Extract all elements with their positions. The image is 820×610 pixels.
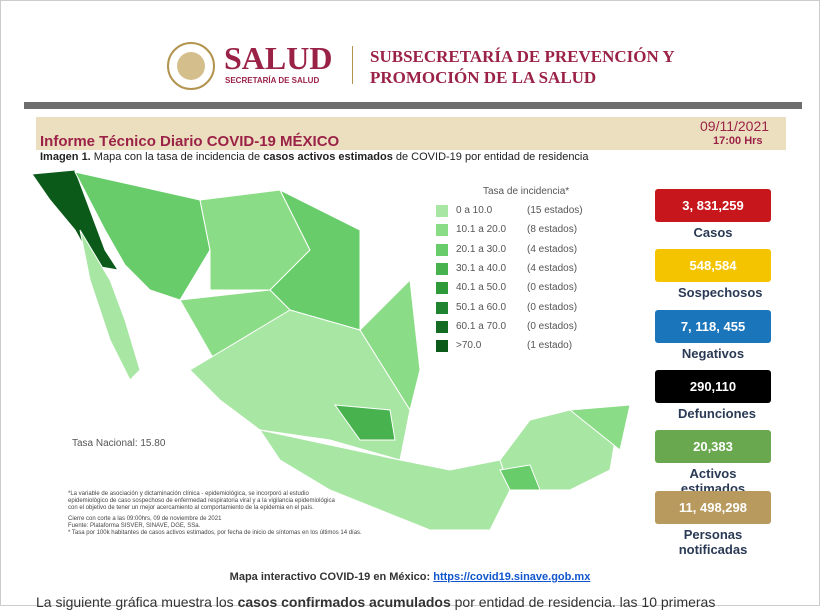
legend-range: 0 a 10.0 — [456, 205, 493, 216]
body-text-part: por entidad de residencia. las 10 primer… — [450, 594, 716, 610]
subsecretaria-line: SUBSECRETARÍA DE PREVENCIÓN Y — [370, 47, 675, 66]
subsecretaria-line: PROMOCIÓN DE LA SALUD — [370, 68, 597, 87]
divider — [352, 46, 353, 84]
legend-swatch — [436, 243, 448, 256]
legend-count: (4 estados) — [527, 262, 578, 274]
title-band — [36, 117, 786, 150]
subsecretaria: SUBSECRETARÍA DE PREVENCIÓN Y PROMOCIÓN D… — [370, 46, 675, 88]
note-line: Cierre con corte a las 09:00hrs, 09 de n… — [68, 516, 222, 522]
link-url[interactable]: https://covid19.sinave.gob.mx — [433, 571, 591, 583]
legend-swatch — [436, 282, 448, 295]
legend-range: >70.0 — [456, 340, 482, 352]
rule — [24, 102, 802, 109]
legend-range: 60.1 a 70.0 — [456, 320, 507, 332]
legend-swatch — [436, 301, 448, 314]
legend-range: 40.1 a 50.0 — [456, 282, 507, 294]
notes: *La variable de asociación y dictaminaci… — [68, 491, 362, 537]
stat-label: Negativos — [681, 345, 745, 361]
body-text-emphasis: casos confirmados acumulados — [237, 594, 451, 610]
note-line: Fuente: Plataforma SISVER, SINAVE, DGE, … — [68, 523, 201, 529]
legend-range: 50.1 a 60.0 — [456, 301, 507, 313]
caption-text: de COVID-19 por entidad de residencia — [392, 151, 589, 163]
note-line: * Tasa por 100k habitantes de casos acti… — [68, 530, 362, 536]
legend-range: 20.1 a 30.0 — [456, 243, 507, 255]
legend-title: Tasa de incidencia* — [483, 186, 570, 197]
stat-value: 3, 831,259 — [655, 189, 771, 222]
body-text: La siguiente gráfica muestra los casos c… — [36, 594, 715, 610]
caption-text: Mapa con la tasa de incidencia de — [90, 151, 264, 163]
link-label: Mapa interactivo COVID-19 en México: — [229, 571, 434, 583]
caption: Imagen 1. Mapa con la tasa de incidencia… — [40, 151, 589, 163]
stat-value: 7, 118, 455 — [655, 309, 771, 343]
link-line: Mapa interactivo COVID-19 en México: htt… — [0, 571, 820, 583]
stat-value: 548,584 — [655, 249, 771, 283]
note-line: *La variable de asociación y dictaminaci… — [68, 491, 309, 497]
legend-swatch — [436, 205, 448, 217]
legend-count: (4 estados) — [527, 243, 578, 255]
stat-value: 290,110 — [655, 369, 771, 403]
map — [31, 170, 630, 531]
stat-label: Personas notificadas — [678, 526, 748, 557]
agency-sub: SECRETARÍA DE SALUD — [225, 76, 320, 85]
stat-label: Sospechosos — [678, 285, 763, 301]
stat-value: 11, 498,298 — [655, 490, 771, 524]
emblem — [167, 42, 215, 90]
agency: SALUD — [224, 40, 333, 76]
legend-count: (0 estados) — [527, 282, 578, 294]
caption-label: Imagen 1. — [40, 151, 91, 163]
stat-label: Casos — [693, 225, 733, 240]
legend-count: (8 estados) — [527, 224, 578, 236]
body-text-part: La siguiente gráfica muestra los — [36, 594, 238, 610]
legend-count: (15 estados) — [527, 205, 583, 216]
legend-swatch — [436, 262, 448, 275]
legend-range: 10.1 a 20.0 — [456, 224, 507, 236]
stat-value: 20,383 — [655, 430, 771, 464]
legend-count: (0 estados) — [527, 320, 578, 332]
report-title: Informe Técnico Diario COVID-19 MÉXICO — [40, 133, 340, 150]
note-line: con el objetivo de tener un mejor acerca… — [68, 505, 314, 511]
legend-range: 30.1 a 40.0 — [456, 262, 507, 274]
legend-swatch — [436, 340, 448, 353]
legend-count: (0 estados) — [527, 301, 578, 313]
caption-emphasis: casos activos estimados — [263, 151, 393, 163]
note-line: epidemiológico de caso sospechoso de enf… — [68, 498, 335, 504]
legend-swatch — [436, 320, 448, 333]
national-rate: Tasa Nacional: 15.80 — [72, 438, 166, 449]
report-date: 09/11/2021 — [700, 118, 770, 134]
legend-swatch — [436, 224, 448, 237]
stat-label: Defunciones — [678, 405, 757, 421]
report-time: 17:00 Hrs — [713, 135, 763, 147]
legend-count: (1 estado) — [527, 340, 573, 352]
